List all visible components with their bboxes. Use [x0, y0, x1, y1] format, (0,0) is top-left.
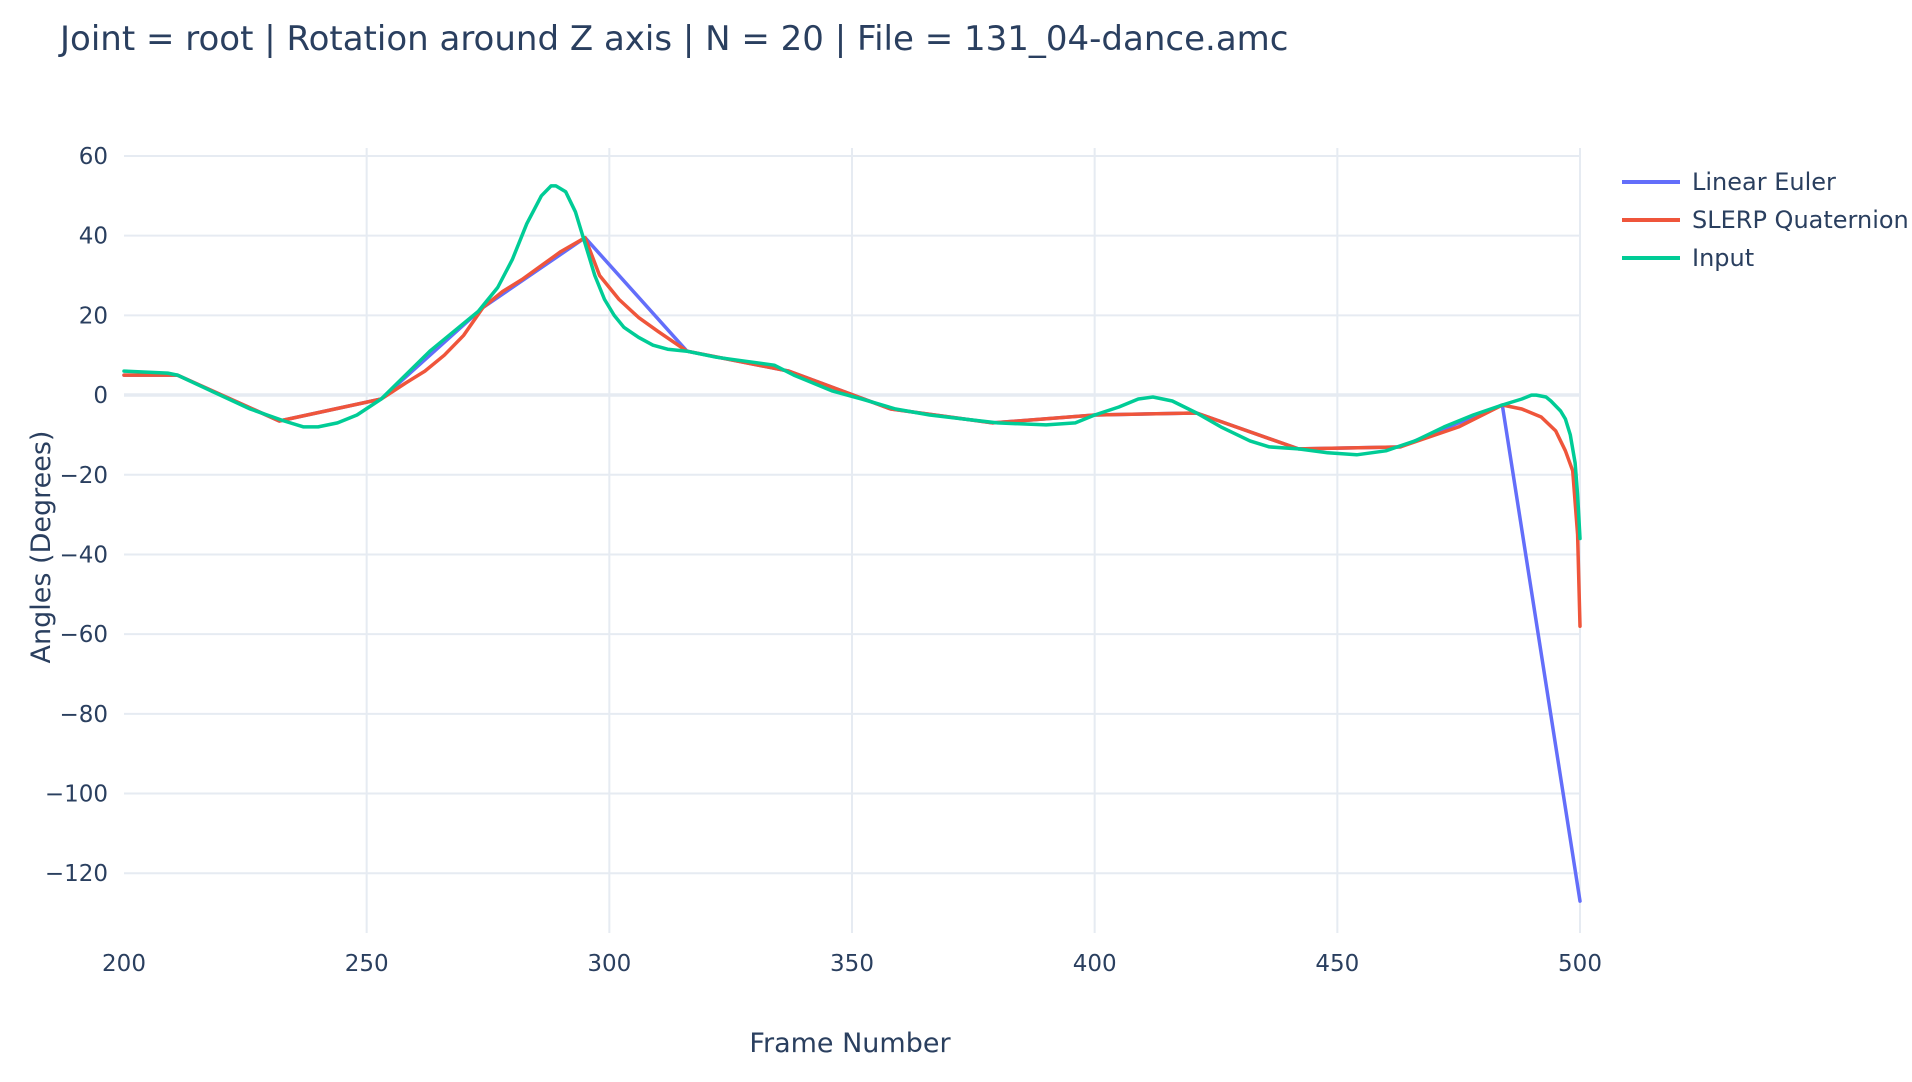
chart-title: Joint = root | Rotation around Z axis | … — [58, 19, 1288, 59]
y-tick-label: −120 — [45, 861, 108, 887]
series-line-input — [122, 184, 1582, 541]
legend-label: Linear Euler — [1692, 168, 1836, 196]
y-axis-title: Angles (Degrees) — [26, 431, 57, 664]
gridlines — [124, 148, 1581, 933]
legend[interactable]: Linear Euler SLERP Quaternion Input — [1622, 168, 1909, 272]
x-tick-label: 500 — [1558, 951, 1602, 977]
series-line-slerp-quaternion — [122, 235, 1582, 628]
legend-item-input[interactable]: Input — [1622, 244, 1754, 272]
series-lines — [122, 184, 1582, 903]
y-tick-label: −80 — [59, 702, 108, 728]
y-tick-label: 60 — [79, 144, 108, 170]
y-tick-label: −100 — [45, 782, 108, 808]
y-tick-label: −40 — [59, 542, 108, 568]
legend-label: Input — [1692, 244, 1754, 272]
legend-item-linear-euler[interactable]: Linear Euler — [1622, 168, 1836, 196]
y-tick-label: 20 — [79, 303, 108, 329]
legend-label: SLERP Quaternion — [1692, 206, 1909, 234]
legend-item-slerp-quaternion[interactable]: SLERP Quaternion — [1622, 206, 1909, 234]
x-tick-label: 400 — [1073, 951, 1117, 977]
x-tick-label: 450 — [1315, 951, 1359, 977]
y-tick-label: 40 — [79, 224, 108, 250]
x-tick-label: 300 — [587, 951, 631, 977]
x-tick-label: 250 — [345, 951, 389, 977]
x-tick-label: 350 — [830, 951, 874, 977]
y-tick-label: −60 — [59, 622, 108, 648]
y-tick-label: 0 — [93, 383, 108, 409]
x-tick-label: 200 — [102, 951, 146, 977]
x-axis-title: Frame Number — [749, 1028, 951, 1059]
tick-labels: 200 250 300 350 400 450 5006040200−20−40−60−80… — [45, 144, 1602, 977]
y-tick-label: −20 — [59, 463, 108, 489]
